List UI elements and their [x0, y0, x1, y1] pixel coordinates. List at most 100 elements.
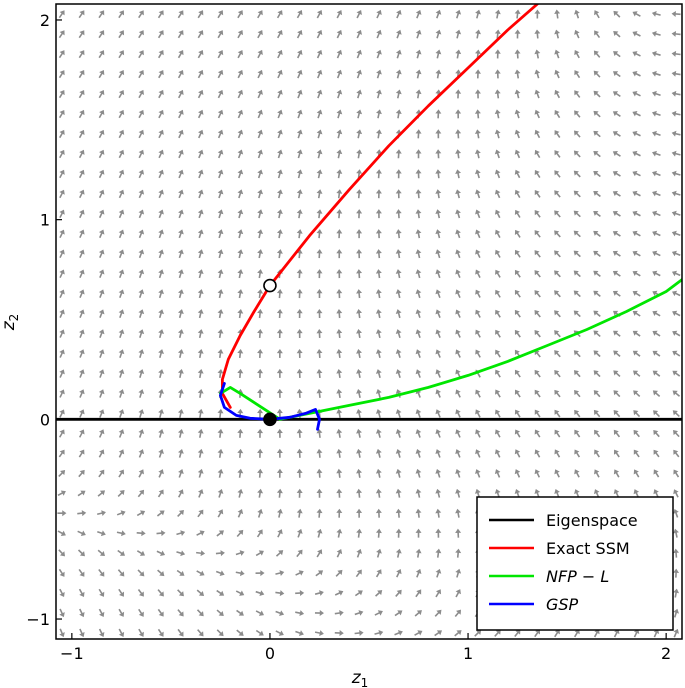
field-arrow	[276, 348, 283, 358]
field-arrow	[275, 590, 285, 597]
field-arrow	[98, 588, 105, 597]
field-arrow	[197, 309, 204, 319]
field-arrow	[57, 510, 67, 517]
field-arrow	[177, 609, 184, 617]
field-arrow	[257, 229, 264, 239]
field-arrow	[554, 270, 561, 278]
field-arrow	[455, 568, 462, 578]
field-arrow	[197, 428, 204, 438]
y-tick-label: 1	[40, 211, 50, 230]
field-arrow	[435, 488, 442, 498]
field-arrow	[177, 69, 184, 79]
field-arrow	[375, 590, 383, 597]
field-arrow	[395, 49, 402, 59]
field-arrow	[118, 169, 125, 179]
field-arrow	[374, 610, 383, 616]
field-arrow	[474, 129, 481, 139]
field-arrow	[374, 630, 384, 636]
field-arrow	[77, 549, 85, 557]
field-arrow	[632, 190, 641, 197]
field-arrow	[98, 10, 105, 19]
field-arrow	[415, 468, 422, 478]
field-arrow	[98, 469, 105, 478]
field-arrow	[671, 170, 681, 177]
field-arrow	[356, 309, 363, 319]
field-arrow	[435, 9, 442, 19]
field-arrow	[554, 190, 561, 198]
field-arrow	[58, 549, 66, 557]
field-arrow	[395, 269, 402, 279]
field-arrow	[237, 189, 244, 199]
field-arrow	[237, 49, 244, 59]
field-arrow	[534, 290, 541, 298]
field-arrow	[514, 209, 521, 218]
field-arrow	[118, 469, 125, 478]
field-arrow	[277, 149, 283, 159]
field-arrow	[255, 610, 265, 616]
field-arrow	[197, 50, 204, 59]
field-arrow	[117, 569, 125, 577]
field-arrow	[217, 408, 224, 418]
field-arrow	[534, 49, 541, 59]
field-arrow	[435, 589, 442, 598]
field-arrow	[59, 249, 65, 259]
field-arrow	[375, 349, 382, 359]
field-arrow	[415, 189, 422, 199]
field-arrow	[455, 169, 462, 179]
field-arrow	[118, 229, 125, 239]
field-arrow	[118, 588, 125, 597]
field-arrow	[275, 630, 284, 636]
field-arrow	[593, 130, 601, 138]
field-arrow	[651, 30, 661, 37]
field-arrow	[455, 269, 461, 279]
field-arrow	[455, 309, 461, 318]
field-arrow	[494, 109, 501, 119]
field-arrow	[354, 629, 364, 636]
field-arrow	[534, 149, 541, 159]
field-arrow	[672, 290, 681, 297]
field-arrow	[356, 129, 363, 139]
field-arrow	[59, 169, 65, 179]
field-arrow	[514, 429, 521, 438]
field-arrow	[197, 30, 204, 39]
field-arrow	[415, 229, 422, 239]
field-arrow	[673, 430, 680, 438]
field-arrow	[395, 229, 402, 239]
field-arrow	[177, 428, 184, 438]
field-arrow	[514, 29, 521, 39]
field-arrow	[216, 589, 225, 596]
field-arrow	[59, 628, 65, 638]
field-arrow	[455, 548, 462, 558]
field-arrow	[514, 109, 521, 119]
field-arrow	[176, 550, 186, 557]
field-arrow	[495, 269, 501, 278]
field-arrow	[415, 369, 422, 378]
field-arrow	[217, 129, 224, 139]
field-arrow	[514, 9, 521, 19]
field-arrow	[354, 590, 363, 597]
field-arrow	[118, 628, 125, 637]
field-arrow	[376, 89, 382, 99]
field-arrow	[415, 89, 422, 99]
field-arrow	[217, 269, 224, 279]
field-arrow	[395, 548, 402, 558]
field-arrow	[454, 609, 462, 618]
field-arrow	[257, 468, 264, 478]
field-arrow	[554, 49, 560, 59]
field-arrow	[494, 9, 501, 19]
field-arrow	[396, 569, 402, 578]
field-arrow	[613, 429, 621, 438]
field-arrow	[277, 189, 283, 199]
field-arrow	[98, 169, 105, 179]
field-arrow	[197, 349, 204, 359]
field-arrow	[435, 249, 442, 259]
field-arrow	[197, 468, 204, 478]
field-arrow	[138, 109, 144, 119]
field-arrow	[196, 570, 205, 576]
field-arrow	[138, 69, 144, 79]
field-arrow	[652, 370, 661, 377]
field-arrow	[79, 349, 85, 358]
field-arrow	[574, 489, 580, 498]
field-arrow	[395, 89, 402, 99]
field-arrow	[632, 250, 641, 257]
